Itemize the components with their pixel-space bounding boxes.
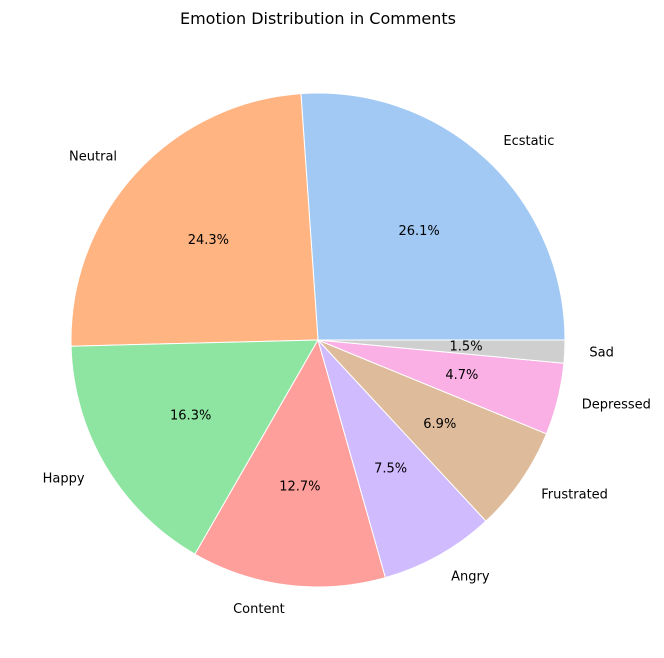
pie-slice-neutral [70, 93, 319, 347]
slice-label-angry: Angry [451, 569, 490, 584]
chart-title: Emotion Distribution in Comments [180, 9, 456, 28]
pct-label-frustrated: 6.9% [423, 417, 456, 432]
pie-slice-ecstatic [300, 92, 566, 341]
pct-label-happy: 16.3% [170, 408, 211, 423]
pie-slice-happy [70, 339, 319, 555]
slice-label-happy: Happy [43, 472, 85, 487]
pie-slice-angry [317, 339, 487, 579]
slice-label-ecstatic: Ecstatic [503, 134, 554, 149]
pie-slice-content [194, 338, 387, 588]
pie-slice-sad [317, 339, 566, 364]
pie-labels: Ecstatic 26.1% Neutral 24.3% Happy 16.3% Conte… [43, 134, 651, 617]
slice-label-sad: Sad [589, 345, 613, 360]
pct-label-neutral: 24.3% [188, 233, 229, 248]
slice-label-content: Content [233, 602, 285, 617]
pct-label-depressed: 4.7% [445, 368, 478, 383]
pie-slice-frustrated [317, 339, 548, 522]
slice-label-neutral: Neutral [69, 150, 117, 165]
slice-label-frustrated: Frustrated [541, 487, 608, 502]
pct-label-angry: 7.5% [374, 462, 407, 477]
pct-label-sad: 1.5% [450, 339, 483, 354]
pct-label-ecstatic: 26.1% [398, 224, 439, 239]
slice-label-depressed: Depressed [582, 398, 651, 413]
pct-label-content: 12.7% [279, 480, 320, 495]
pie-slices [70, 92, 566, 588]
